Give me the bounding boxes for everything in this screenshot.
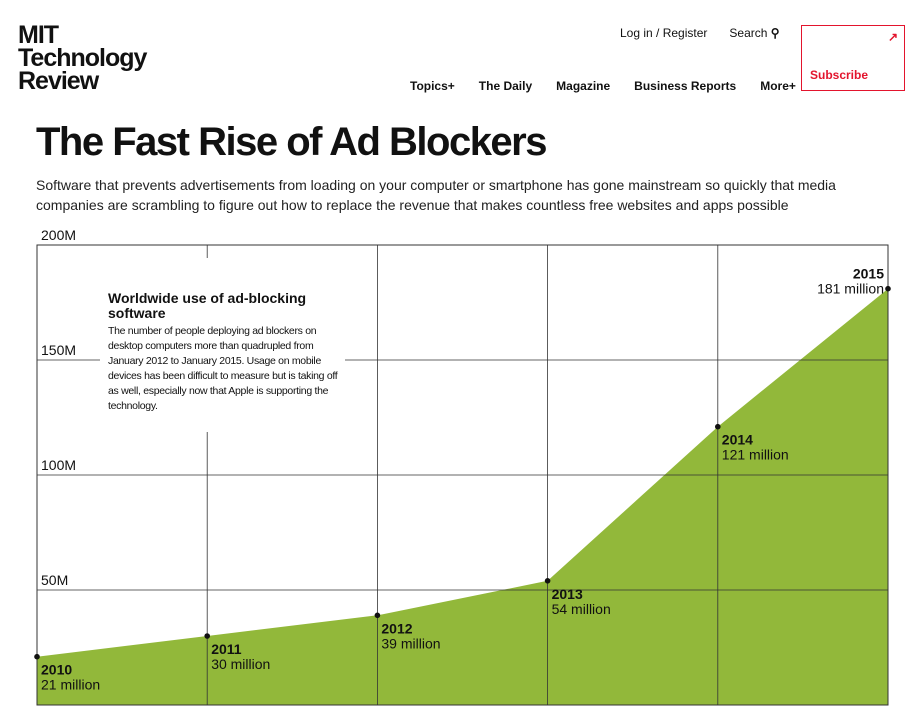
- nav-more[interactable]: More+: [760, 79, 796, 93]
- logo-line-3: Review: [18, 67, 99, 95]
- logo-line-1: MIT: [18, 21, 59, 49]
- point-value-label-2010: 21 million: [41, 677, 100, 693]
- search-icon: ⚲: [770, 26, 780, 40]
- y-tick-label-200: 200M: [41, 227, 76, 243]
- nav-the-daily[interactable]: The Daily: [478, 79, 533, 93]
- subscribe-button[interactable]: ↗ Subscribe: [801, 25, 905, 91]
- area-fill: [37, 288, 888, 705]
- main-nav: Topics+ The Daily Magazine Business Repo…: [410, 79, 796, 93]
- point-year-label-2014: 2014: [722, 432, 753, 448]
- logo[interactable]: MIT Technology Review: [18, 21, 147, 95]
- point-year-label-2010: 2010: [41, 662, 72, 678]
- data-point-2015: [885, 285, 891, 292]
- data-point-2014: [715, 423, 721, 430]
- point-value-label-2015: 181 million: [817, 281, 884, 297]
- point-year-label-2013: 2013: [552, 586, 583, 602]
- y-tick-label-150: 150M: [41, 342, 76, 358]
- nav-business-reports[interactable]: Business Reports: [634, 79, 737, 93]
- search-label: Search: [729, 26, 768, 40]
- y-tick-label-100: 100M: [41, 457, 76, 473]
- top-links: Log in / Register Search ⚲: [620, 26, 780, 40]
- annotation-text: The number of people deploying ad blocke…: [108, 325, 338, 412]
- plot-frame: [36, 244, 889, 706]
- nav-topics[interactable]: Topics+: [410, 79, 455, 93]
- chart-annotation: Worldwide use of ad-blocking software Th…: [108, 291, 338, 414]
- article-dek: Software that prevents advertisements fr…: [36, 177, 836, 213]
- point-year-label-2012: 2012: [381, 620, 412, 636]
- subscribe-label: Subscribe: [810, 68, 869, 82]
- annotation-title: Worldwide use of ad-blocking software: [108, 290, 307, 321]
- login-link[interactable]: Log in / Register: [620, 26, 708, 40]
- point-year-label-2015: 2015: [853, 266, 884, 282]
- data-point-2012: [374, 612, 381, 619]
- data-point-2013: [544, 578, 551, 584]
- point-value-label-2012: 39 million: [381, 635, 440, 651]
- logo-line-2: Technology: [18, 44, 147, 72]
- point-year-label-2011: 2011: [211, 641, 242, 657]
- point-value-label-2013: 54 million: [552, 601, 611, 617]
- data-point-2010: [34, 653, 40, 660]
- point-value-label-2011: 30 million: [211, 656, 270, 672]
- y-tick-label-50: 50M: [41, 572, 68, 588]
- data-point-2011: [204, 633, 210, 639]
- point-value-label-2014: 121 million: [722, 447, 789, 463]
- search-link[interactable]: Search ⚲: [729, 26, 779, 40]
- arrow-up-right-icon: ↗: [887, 30, 898, 44]
- nav-magazine[interactable]: Magazine: [556, 79, 611, 93]
- page-title: The Fast Rise of Ad Blockers: [36, 120, 548, 164]
